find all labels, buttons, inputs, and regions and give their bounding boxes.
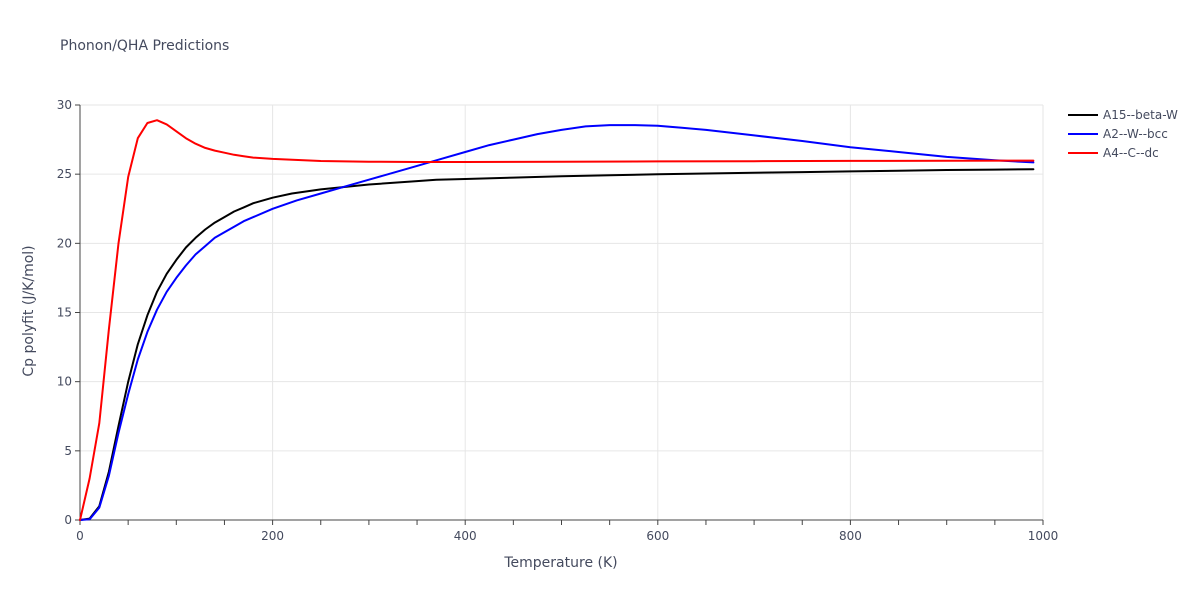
x-tick-label: 1000 — [1028, 529, 1059, 543]
y-tick-label: 20 — [57, 236, 72, 250]
series-group — [79, 119, 1035, 521]
series-line — [79, 119, 1035, 521]
x-tick-label: 400 — [454, 529, 477, 543]
x-tick-label: 600 — [646, 529, 669, 543]
legend-label: A15--beta-W — [1103, 108, 1178, 122]
y-tick-label: 30 — [57, 98, 72, 112]
y-axis-title: Cp polyfit (J/K/mol) — [21, 245, 37, 376]
y-tick-label: 15 — [57, 306, 72, 320]
x-tick-label: 800 — [839, 529, 862, 543]
y-tick-label: 10 — [57, 375, 72, 389]
legend-item[interactable]: A15--beta-W — [1068, 108, 1178, 122]
chart-title: Phonon/QHA Predictions — [60, 38, 229, 54]
legend-label: A2--W--bcc — [1103, 127, 1168, 141]
x-tick-label: 0 — [76, 529, 84, 543]
legend-item[interactable]: A4--C--dc — [1068, 146, 1159, 160]
series-line — [79, 124, 1035, 521]
legend-label: A4--C--dc — [1103, 146, 1159, 160]
series-line — [79, 168, 1035, 521]
x-tick-label: 200 — [261, 529, 284, 543]
legend-item[interactable]: A2--W--bcc — [1068, 127, 1168, 141]
y-tick-label: 25 — [57, 167, 72, 181]
legend[interactable]: A15--beta-W A2--W--bcc A4--C--dc — [1068, 108, 1178, 160]
axes: 0 5 10 15 20 25 30 0 200 400 600 800 1000 — [57, 98, 1059, 543]
y-tick-label: 0 — [64, 513, 72, 527]
grid — [80, 104, 1044, 520]
x-axis-title: Temperature (K) — [503, 555, 617, 571]
y-tick-label: 5 — [64, 444, 72, 458]
